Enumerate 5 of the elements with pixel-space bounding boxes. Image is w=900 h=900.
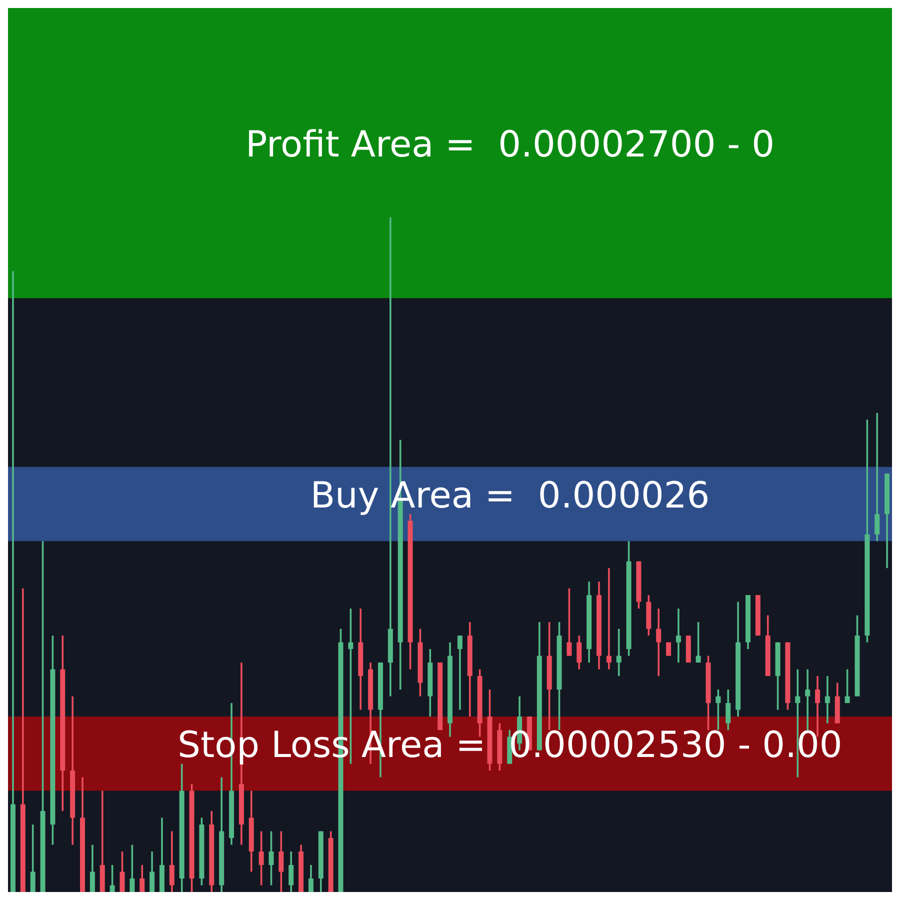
- band-label: Buy Area = 0.000026: [310, 475, 710, 516]
- candlestick: [10, 271, 16, 892]
- candlestick: [457, 636, 462, 710]
- band-label: Profit Area = 0.00002700 - 0: [245, 124, 775, 166]
- candlestick: [874, 412, 880, 542]
